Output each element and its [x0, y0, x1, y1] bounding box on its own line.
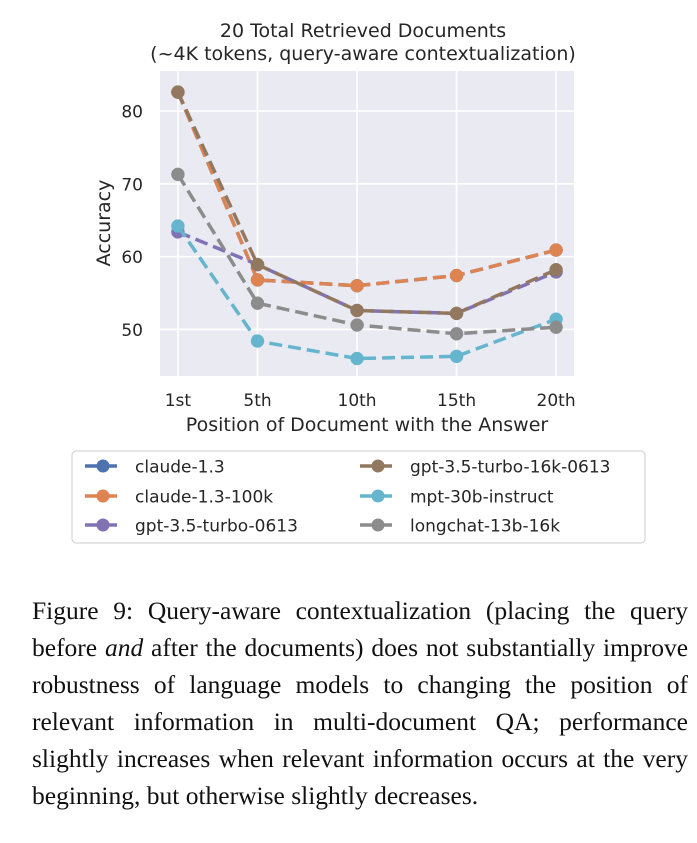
y-tick-labels: 50 60 70 80 — [121, 103, 143, 341]
figure: 20 Total Retrieved Documents (~4K tokens… — [71, 20, 646, 544]
legend-label: claude-1.3-100k — [135, 488, 273, 508]
data-point — [350, 351, 364, 366]
legend-item: gpt-3.5-turbo-0613 — [85, 517, 298, 537]
data-point — [171, 85, 185, 99]
data-point — [549, 320, 563, 334]
x-tick-label: 15th — [437, 391, 476, 411]
legend-box — [71, 450, 646, 544]
series-line — [176, 91, 557, 288]
data-point — [250, 257, 265, 272]
legend-swatch-marker — [96, 459, 110, 473]
y-tick-label: 60 — [121, 248, 143, 268]
series-gpt-3.5-turbo-16k-0613 — [171, 85, 563, 321]
legend-label: mpt-30b-instruct — [410, 488, 554, 508]
series-line — [176, 91, 557, 316]
caption-label: Figure 9: — [32, 596, 134, 625]
chart-subtitle: (~4K tokens, query-aware contextualizati… — [150, 43, 576, 65]
data-point — [549, 243, 563, 257]
caption-text-1: Query-aware contextualization (placing t… — [32, 596, 689, 662]
y-tick-label: 70 — [121, 175, 143, 195]
legend-item: claude-1.3 — [85, 458, 225, 478]
legend-swatch-marker — [371, 459, 385, 473]
data-point — [171, 167, 185, 182]
legend-swatch-marker — [371, 518, 385, 532]
x-tick-label: 5th — [243, 391, 271, 411]
plot-area — [160, 71, 574, 376]
legend-label: gpt-3.5-turbo-0613 — [135, 517, 298, 537]
data-point — [350, 318, 364, 332]
data-point — [449, 268, 464, 283]
caption-italic: and — [104, 633, 144, 662]
data-point — [549, 262, 563, 277]
legend-swatch-marker — [96, 518, 110, 532]
legend-label: longchat-13b-16k — [410, 517, 560, 537]
data-point — [171, 219, 185, 233]
legend-item: gpt-3.5-turbo-16k-0613 — [360, 458, 611, 478]
y-axis-label: Accuracy — [93, 180, 115, 267]
data-point — [250, 296, 265, 310]
data-point — [250, 273, 265, 287]
y-tick-label: 80 — [121, 103, 143, 123]
data-point — [350, 303, 364, 318]
data-point — [449, 306, 464, 321]
x-tick-label: 1st — [165, 391, 192, 411]
legend-label: claude-1.3 — [135, 458, 225, 478]
y-tick-label: 50 — [121, 321, 143, 341]
chart-title: 20 Total Retrieved Documents — [220, 20, 506, 42]
data-point — [449, 327, 464, 341]
x-tick-label: 10th — [338, 391, 377, 411]
caption-text-2: after the documents) does not substantia… — [32, 633, 689, 810]
legend: claude-1.3 claude-1.3-100k gpt-3.5-turbo-0… — [85, 458, 611, 537]
series-lines — [171, 85, 563, 366]
x-tick-label: 20th — [537, 391, 576, 411]
legend-item: longchat-13b-16k — [360, 517, 560, 537]
x-tick-labels: 1st 5th 10th 15th 20th — [165, 391, 576, 411]
legend-swatch-marker — [371, 489, 385, 503]
data-point — [449, 349, 464, 364]
legend-item: claude-1.3-100k — [85, 488, 273, 508]
x-axis-label: Position of Document with the Answer — [186, 414, 549, 436]
data-point — [250, 334, 265, 348]
series-longchat-13b-16k — [171, 167, 563, 341]
figure-caption: Figure 9: Query-aware contextualization … — [32, 592, 688, 814]
legend-item: mpt-30b-instruct — [360, 488, 554, 508]
legend-label: gpt-3.5-turbo-16k-0613 — [410, 458, 611, 478]
legend-swatch-marker — [96, 489, 110, 503]
data-point — [350, 278, 364, 293]
